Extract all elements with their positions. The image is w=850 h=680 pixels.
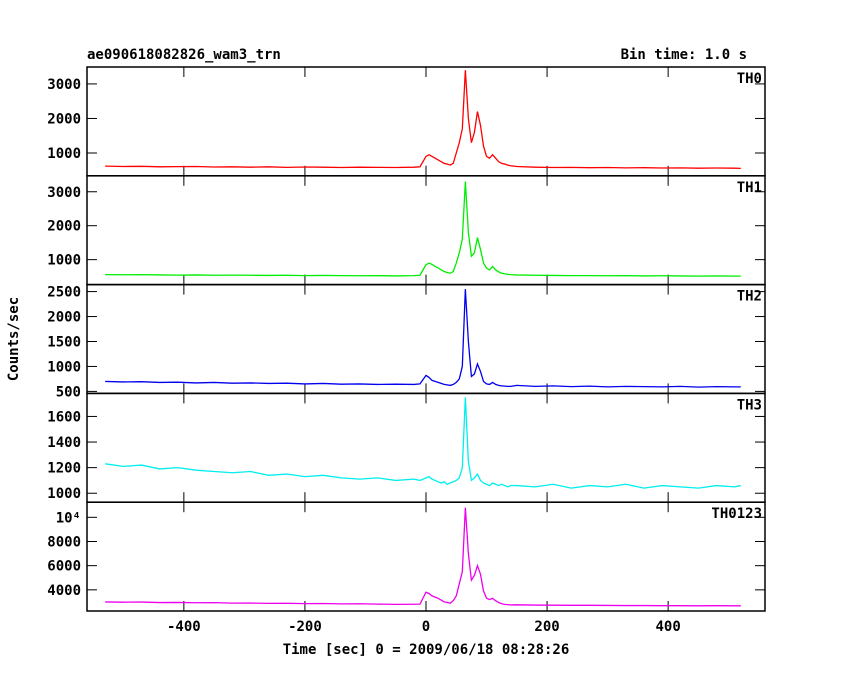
data-line	[105, 181, 741, 277]
series-label: TH1	[737, 180, 762, 196]
panel-frame	[86, 283, 766, 395]
y-tick-label: 1400	[47, 435, 81, 451]
y-tick-label: 3000	[47, 77, 81, 93]
data-line	[105, 397, 741, 489]
series-label: TH0123	[711, 506, 762, 522]
x-tick-label: 200	[534, 619, 559, 635]
series-label: TH2	[737, 289, 762, 305]
series-label: TH3	[737, 397, 762, 413]
x-tick-label: -400	[167, 619, 201, 635]
y-tick-label: 1000	[47, 486, 81, 502]
y-axis-label: Counts/sec	[6, 297, 22, 381]
y-tick-label: 1200	[47, 461, 81, 477]
y-tick-label: 1600	[47, 409, 81, 425]
y-tick-label: 2000	[47, 219, 81, 235]
bin-time: Bin time: 1.0 s	[621, 47, 747, 63]
data-line	[105, 70, 741, 170]
y-tick-label: 1000	[47, 359, 81, 375]
y-tick-label: 10⁴	[56, 510, 81, 526]
y-tick-label: 3000	[47, 185, 81, 201]
x-tick-label: 400	[655, 619, 680, 635]
x-axis-label: Time [sec] 0 = 2009/06/18 08:28:26	[283, 642, 570, 658]
x-tick-label: -200	[288, 619, 322, 635]
series-label: TH0	[737, 71, 762, 87]
y-tick-label: 500	[56, 384, 81, 400]
y-tick-label: 8000	[47, 534, 81, 550]
y-tick-label: 6000	[47, 559, 81, 575]
y-tick-label: 1500	[47, 334, 81, 350]
y-tick-label: 1000	[47, 253, 81, 269]
panel-frame	[86, 66, 766, 177]
panel-frame	[86, 501, 766, 612]
chart-title: ae090618082826_wam3_trn	[87, 47, 281, 63]
y-tick-label: 1000	[47, 146, 81, 162]
data-line	[105, 507, 741, 607]
data-line	[105, 289, 741, 388]
x-tick-label: 0	[422, 619, 430, 635]
y-tick-label: 2000	[47, 310, 81, 326]
y-tick-label: 4000	[47, 583, 81, 599]
y-tick-label: 2000	[47, 111, 81, 127]
panel-frame	[86, 175, 766, 286]
y-tick-label: 2500	[47, 285, 81, 301]
